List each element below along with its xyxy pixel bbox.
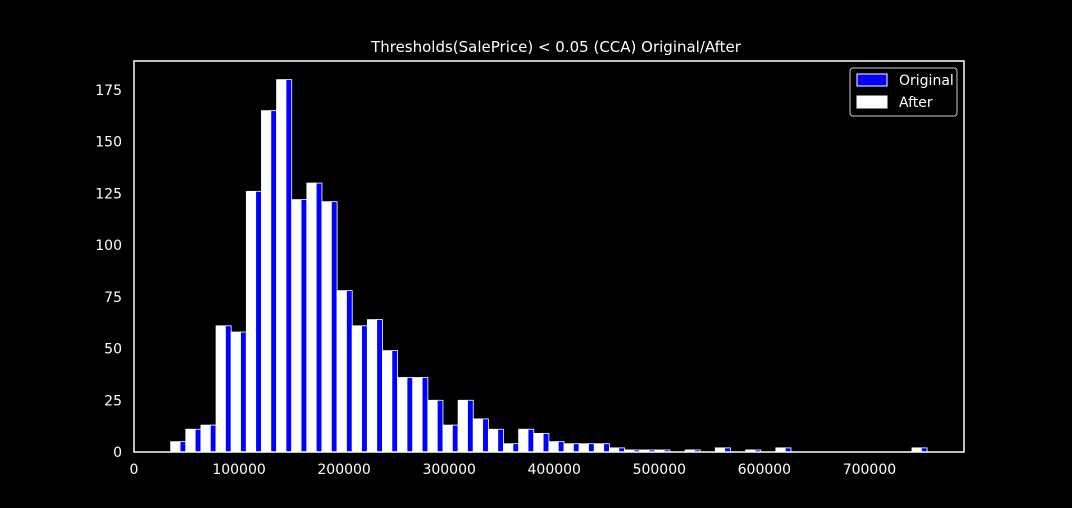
bar-original — [436, 399, 444, 453]
x-tick-label: 600000 — [738, 462, 791, 478]
bar-original — [225, 325, 232, 453]
bar-after — [215, 325, 226, 453]
y-tick-label: 175 — [95, 83, 122, 99]
bar-after — [593, 443, 605, 453]
bar-after — [291, 199, 302, 453]
y-axis-ticks: 0 25 50 75 100 125 150 175 — [95, 83, 122, 461]
legend-label-original: Original — [899, 73, 954, 89]
bar-after — [487, 428, 499, 453]
x-tick-label: 500000 — [633, 462, 686, 478]
bar-original — [391, 350, 399, 453]
bar-original — [285, 79, 293, 453]
bar-original — [421, 377, 429, 453]
bar-original — [270, 110, 277, 453]
bar-original — [330, 201, 338, 453]
bar-after — [518, 428, 529, 453]
bar-original — [557, 441, 565, 453]
bar-after — [412, 377, 423, 453]
legend-swatch-after — [856, 95, 888, 109]
bar-original — [573, 443, 580, 453]
bar-after — [442, 424, 453, 453]
bar-original — [361, 325, 368, 453]
bar-original — [497, 428, 504, 453]
bar-after — [548, 441, 559, 453]
bar-original — [209, 424, 217, 453]
bar-after — [245, 190, 257, 453]
legend-label-after: After — [899, 95, 933, 111]
x-tick-label: 400000 — [528, 462, 581, 478]
x-axis-ticks: 0 100000 200000 300000 400000 500000 600000 700… — [130, 462, 897, 478]
bar-after — [185, 428, 196, 453]
bar-original — [315, 182, 323, 453]
legend: Original After — [849, 67, 958, 117]
bar-original — [255, 190, 262, 453]
bar-after — [276, 79, 287, 453]
bar-after — [170, 441, 181, 453]
bar-after — [261, 110, 272, 453]
bar-after — [472, 418, 484, 453]
y-tick-label: 25 — [104, 393, 122, 409]
y-tick-label: 50 — [104, 342, 122, 358]
bar-after — [457, 399, 468, 453]
bar-original — [300, 199, 308, 453]
bar-original — [588, 443, 595, 453]
bar-after — [533, 432, 544, 453]
chart-title: Thresholds(SalePrice) < 0.05 (CCA) Origi… — [370, 38, 742, 56]
bar-original — [467, 399, 474, 453]
y-tick-label: 150 — [95, 135, 122, 151]
bar-original — [346, 290, 353, 453]
x-tick-label: 200000 — [317, 462, 370, 478]
bar-original — [603, 443, 610, 453]
y-tick-label: 75 — [104, 290, 122, 306]
bar-original — [527, 428, 535, 453]
bar-original — [406, 377, 414, 453]
bar-original — [451, 424, 459, 453]
bar-original — [482, 418, 489, 453]
bar-after — [230, 331, 241, 453]
bar-original — [194, 428, 202, 453]
y-tick-label: 125 — [95, 186, 122, 202]
bar-after — [200, 424, 211, 453]
bar-after — [382, 350, 393, 453]
bar-after — [306, 182, 317, 453]
bar-original — [542, 432, 550, 453]
bar-original — [376, 319, 383, 453]
bar-original — [240, 331, 247, 453]
y-tick-label: 100 — [95, 238, 122, 254]
x-tick-label: 700000 — [843, 462, 896, 478]
bar-original — [512, 443, 520, 453]
bar-after — [321, 201, 332, 453]
x-tick-label: 100000 — [212, 462, 265, 478]
y-tick-label: 0 — [113, 445, 122, 461]
bar-after — [397, 377, 408, 453]
x-tick-label: 0 — [130, 462, 139, 478]
bar-after — [427, 399, 438, 453]
bar-after — [336, 290, 347, 453]
bar-after — [503, 443, 514, 453]
x-tick-label: 300000 — [422, 462, 475, 478]
bar-after — [351, 325, 362, 453]
bar-original — [179, 441, 187, 453]
plot-frame — [133, 60, 965, 453]
bar-after — [578, 443, 589, 453]
legend-swatch-original — [856, 73, 888, 87]
bar-after — [366, 319, 378, 453]
bar-after — [563, 443, 574, 453]
